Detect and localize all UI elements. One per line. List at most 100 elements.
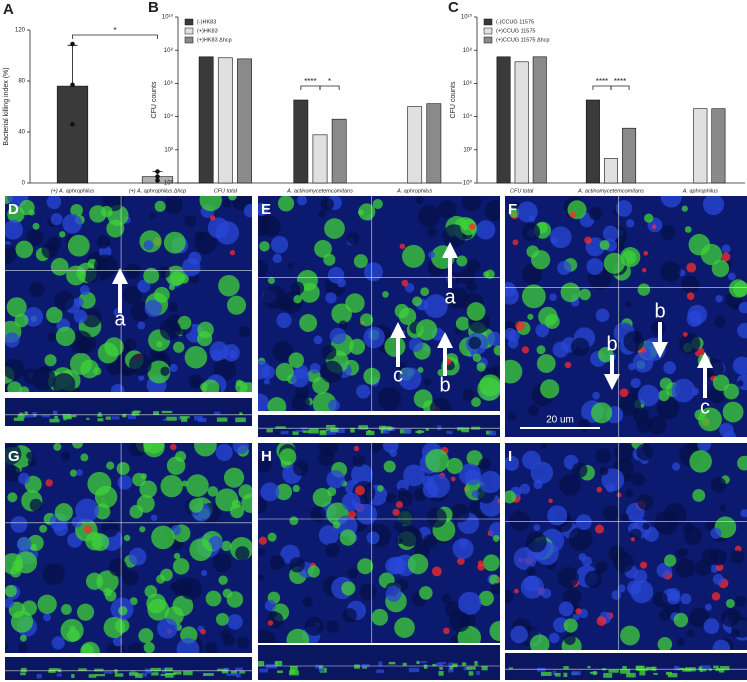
image-spot (336, 278, 347, 288)
image-spot (415, 196, 424, 205)
image-spot (547, 505, 568, 526)
image-spot (321, 344, 337, 360)
image-spot (80, 453, 89, 462)
image-spot (138, 628, 154, 644)
image-spot (275, 483, 292, 501)
image-spot (353, 254, 368, 269)
image-spot (184, 346, 208, 369)
slice-spot (380, 429, 385, 434)
image-spot (184, 215, 197, 228)
panel-letter: I (508, 448, 512, 465)
image-spot (26, 451, 34, 460)
image-spot (521, 222, 541, 242)
image-spot (536, 345, 546, 355)
image-spot (143, 642, 155, 653)
slice-spot (78, 668, 87, 672)
image-spot (272, 341, 294, 362)
image-spot (698, 407, 722, 432)
slice-spot (105, 416, 111, 420)
image-spot (156, 340, 163, 348)
image-spot (210, 349, 223, 362)
image-spot (428, 251, 435, 259)
image-spot (737, 322, 747, 339)
slice-spot (213, 411, 221, 415)
image-spot (132, 472, 146, 487)
panel-letter: G (8, 448, 20, 465)
slice-spot (708, 668, 712, 671)
image-spot (620, 513, 629, 522)
image-spot (60, 451, 71, 461)
image-spot (168, 284, 175, 291)
image-spot (197, 321, 214, 339)
image-spot (462, 388, 475, 401)
slice-spot (289, 666, 298, 671)
slice-spot (300, 427, 308, 430)
image-spot (505, 359, 523, 384)
data-point (155, 178, 160, 183)
significance-bracket (610, 85, 630, 90)
image-spot (128, 547, 147, 566)
image-spot (186, 474, 209, 497)
image-spot (144, 585, 158, 598)
image-texture (5, 196, 252, 392)
bar (693, 108, 708, 184)
image-spot (69, 352, 93, 375)
image-spot (309, 362, 321, 374)
legend-label: (+)HK83 (197, 28, 218, 34)
image-spot (287, 262, 294, 269)
image-spot (680, 593, 692, 605)
image-spot (485, 269, 495, 279)
microscopy-panel (505, 196, 747, 437)
significance-label: **** (614, 77, 626, 86)
slice-spot (97, 414, 103, 417)
image-spot (596, 616, 607, 626)
image-spot (477, 563, 485, 571)
image-spot (732, 303, 739, 310)
slice-spot (160, 673, 168, 676)
microscopy-panel (5, 196, 252, 426)
slice-spot (258, 660, 265, 666)
image-spot (372, 198, 383, 210)
image-spot (654, 510, 678, 535)
image-spot (320, 360, 343, 384)
image-spot (5, 220, 23, 240)
image-spot (147, 598, 170, 621)
image-spot (258, 536, 268, 545)
image-spot (357, 558, 374, 575)
image-spot (276, 312, 292, 328)
slice-spot (326, 429, 336, 435)
image-spot (492, 535, 500, 542)
bar (532, 56, 547, 184)
image-spot (267, 620, 274, 626)
image-spot (569, 211, 577, 218)
image-spot (173, 341, 185, 353)
image-spot (314, 239, 332, 258)
image-spot (599, 240, 610, 251)
annotation-label: a (444, 286, 456, 308)
slice-spot (151, 672, 159, 676)
image-spot (277, 196, 295, 212)
image-spot (370, 443, 383, 453)
error-bar (67, 44, 78, 87)
slice-spot (420, 661, 427, 664)
image-spot (5, 585, 17, 598)
image-spot (201, 379, 220, 392)
image-spot (72, 443, 84, 449)
slice-spot (94, 668, 104, 672)
image-spot (674, 557, 696, 579)
image-spot (415, 319, 438, 341)
image-spot (513, 547, 537, 571)
bar (603, 158, 618, 184)
image-spot (46, 306, 63, 324)
image-spot (172, 558, 190, 575)
slice-spot (41, 414, 50, 418)
image-spot (112, 636, 123, 647)
image-spot (181, 480, 188, 487)
image-spot (189, 498, 204, 513)
x-tick-label: A. aphrophilus (682, 188, 718, 194)
slice-spot (437, 662, 447, 665)
slice-spot (325, 424, 336, 428)
image-spot (458, 591, 482, 615)
image-spot (157, 266, 171, 279)
x-tick-label: CFU total (214, 188, 238, 194)
